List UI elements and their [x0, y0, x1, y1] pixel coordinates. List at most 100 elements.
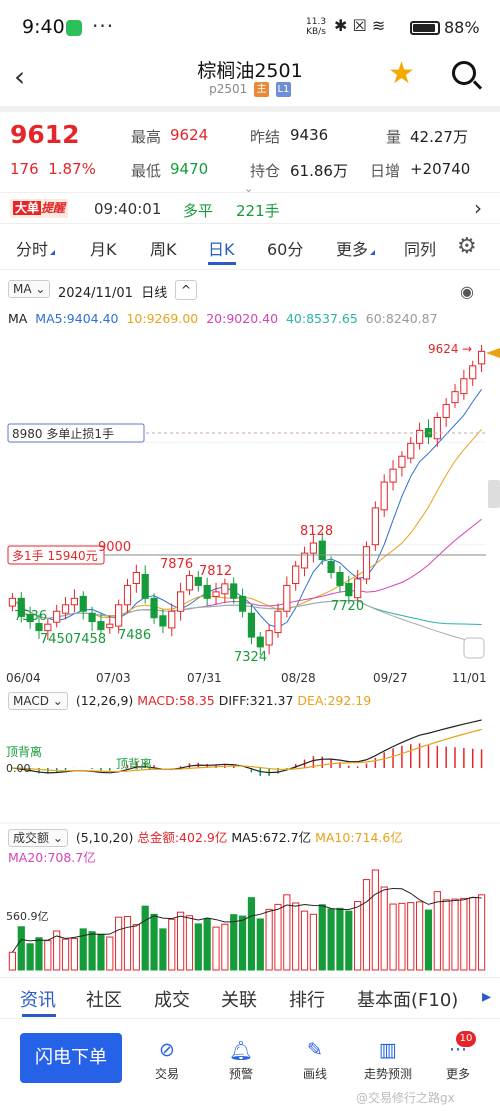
volume-label: 量 [386, 128, 402, 146]
favorite-star-icon[interactable]: ★ [388, 56, 415, 91]
indicator-select[interactable]: MA ⌄ [8, 280, 51, 298]
volume-ma-line [12, 887, 482, 953]
tab-trades[interactable]: 成交 [154, 990, 190, 1011]
annotation-7536: 7536 [14, 609, 47, 624]
candle-body [398, 455, 406, 468]
tab-60min[interactable]: 60分 [267, 240, 304, 259]
volume-bar [53, 930, 61, 971]
candle-body [345, 582, 353, 597]
ma-values: MA MA5:9404.40 10:9269.00 20:9020.40 40:… [8, 311, 438, 326]
big-order-alert[interactable]: 大单 提醒 09:40:01 多平 221手 › [0, 192, 500, 224]
annotation-7812: 7812 [199, 564, 232, 579]
eye-icon[interactable]: ◉ [460, 282, 474, 301]
date-tick-0: 06/04 [6, 671, 41, 685]
candle-body [371, 507, 379, 546]
volume-value: 42.27万 [410, 128, 468, 146]
candle-body [442, 404, 450, 419]
position-box [7, 545, 105, 565]
annotation-7876: 7876 [160, 557, 193, 572]
volume-bar [44, 940, 52, 971]
volume-bar [283, 894, 291, 971]
search-icon[interactable] [452, 61, 476, 85]
hold-value: 61.86万 [290, 162, 348, 180]
candle-body [362, 546, 371, 580]
candle-body [292, 565, 300, 584]
candle-body [106, 623, 114, 629]
candle-body [283, 584, 291, 612]
tab-news[interactable]: 资讯 [20, 990, 56, 1011]
macd-zero: 0.00 [6, 762, 31, 775]
tab-f10[interactable]: 基本面(F10) [357, 990, 459, 1011]
volume-bar [70, 937, 78, 971]
tab-related[interactable]: 关联 [221, 990, 257, 1011]
tab-intraday[interactable]: 分时 [16, 236, 56, 260]
header: ‹ 棕榈油2501 p2501 主 L1 ★ [0, 56, 500, 106]
active-info-underline [22, 1014, 56, 1017]
battery-percent: 88% [444, 18, 480, 37]
tab-month[interactable]: 月K [90, 240, 117, 259]
volume-bar [159, 928, 167, 971]
candle-body [380, 481, 388, 511]
period-tabs: 分时 月K 周K 日K 60分 更多 同列 ⚙ [0, 226, 500, 270]
macd-chart[interactable]: 顶背离 顶背离 0.00 [0, 712, 500, 824]
tab-more[interactable]: 更多 [336, 236, 376, 260]
volume-bar [88, 931, 96, 971]
tab-week[interactable]: 周K [150, 240, 177, 259]
volume-bar [212, 926, 220, 971]
tab-day[interactable]: 日K [208, 240, 235, 259]
candle-body [26, 613, 34, 623]
candle-body [159, 615, 167, 627]
gear-icon[interactable]: ⚙ [457, 234, 477, 259]
tab-community[interactable]: 社区 [86, 990, 122, 1011]
fast-order-button[interactable]: 闪电下单 [20, 1033, 122, 1083]
fullscreen-icon [463, 637, 485, 659]
daily-label: 日增 [370, 162, 401, 180]
candle-body [185, 575, 194, 591]
trade-button[interactable]: ⊘ 交易 [137, 1039, 197, 1082]
volume-bar [230, 914, 238, 971]
volume-chart[interactable]: 560.9亿 [0, 866, 500, 974]
ma5-line [12, 389, 482, 628]
expand-chevron-icon[interactable]: ⌄ [244, 182, 254, 195]
volume-select[interactable]: 成交额 ⌄ [8, 829, 68, 847]
kline-chart[interactable]: 8980 多单止损1手 多1手 15940元 9000 9624 → 7536 … [0, 330, 500, 690]
volume-bar [318, 904, 326, 971]
candle-body [203, 584, 211, 599]
volume-bar [416, 901, 424, 971]
watermark: @交易修行之路gx [356, 1091, 455, 1105]
candle-body [97, 621, 105, 631]
back-icon[interactable]: ‹ [14, 60, 26, 93]
draw-button[interactable]: ✎ 画线 [285, 1039, 345, 1082]
forecast-button[interactable]: ▥ 走势预测 [358, 1039, 418, 1082]
annotation-7324: 7324 [234, 650, 267, 665]
date-tick-2: 07/31 [187, 671, 222, 685]
candle-body [433, 417, 441, 440]
candle-body [88, 612, 96, 623]
volume-bar [8, 951, 17, 971]
quote-panel: 9612 176 1.87% 最高 9624 最低 9470 昨结 9436 持… [0, 106, 500, 195]
candle-body [469, 365, 477, 380]
volume-bar [292, 902, 300, 971]
annotation-7720: 7720 [331, 599, 364, 614]
macd-select[interactable]: MACD ⌄ [8, 692, 68, 710]
macd-header: MACD ⌄ (12,26,9) MACD:58.35 DIFF:321.37 … [8, 692, 371, 710]
page-title: 棕榈油2501 [197, 60, 303, 82]
volume-bar [345, 910, 353, 971]
volume-bar [433, 891, 441, 971]
collapse-caret-icon[interactable]: ^ [175, 280, 197, 300]
date-tick-5: 11/01 [452, 671, 487, 685]
tab-ranking[interactable]: 排行 [289, 990, 325, 1011]
candle-body [274, 610, 282, 634]
volume-bar [265, 908, 273, 971]
alert-badge: 大单 提醒 [10, 199, 69, 218]
caret-right-icon[interactable]: ▸ [482, 986, 492, 1007]
volume-bar [300, 910, 309, 971]
chevron-right-icon[interactable]: › [474, 196, 482, 220]
alert-button[interactable]: 🔔︎ 预警 [211, 1039, 271, 1082]
volume-bar [97, 933, 105, 971]
network-speed: 11.3 KB/s [306, 17, 327, 37]
tab-peers[interactable]: 同列 [404, 240, 437, 259]
volume-bar [389, 903, 397, 971]
l1-tag: L1 [275, 82, 291, 97]
more-button[interactable]: ··· 更多 [428, 1039, 488, 1082]
